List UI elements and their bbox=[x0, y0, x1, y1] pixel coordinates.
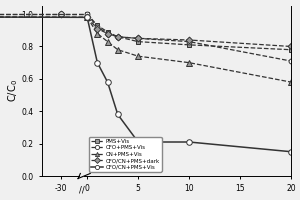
Legend: PMS+Vis, CFO+PMS+Vis, CN+PMS+Vis, CFO/CN+PMS+dark, CFO/CN+PMS+Vis: PMS+Vis, CFO+PMS+Vis, CN+PMS+Vis, CFO/CN… bbox=[89, 137, 162, 172]
Y-axis label: C/C$_0$: C/C$_0$ bbox=[6, 80, 20, 102]
Text: //: // bbox=[79, 186, 85, 194]
